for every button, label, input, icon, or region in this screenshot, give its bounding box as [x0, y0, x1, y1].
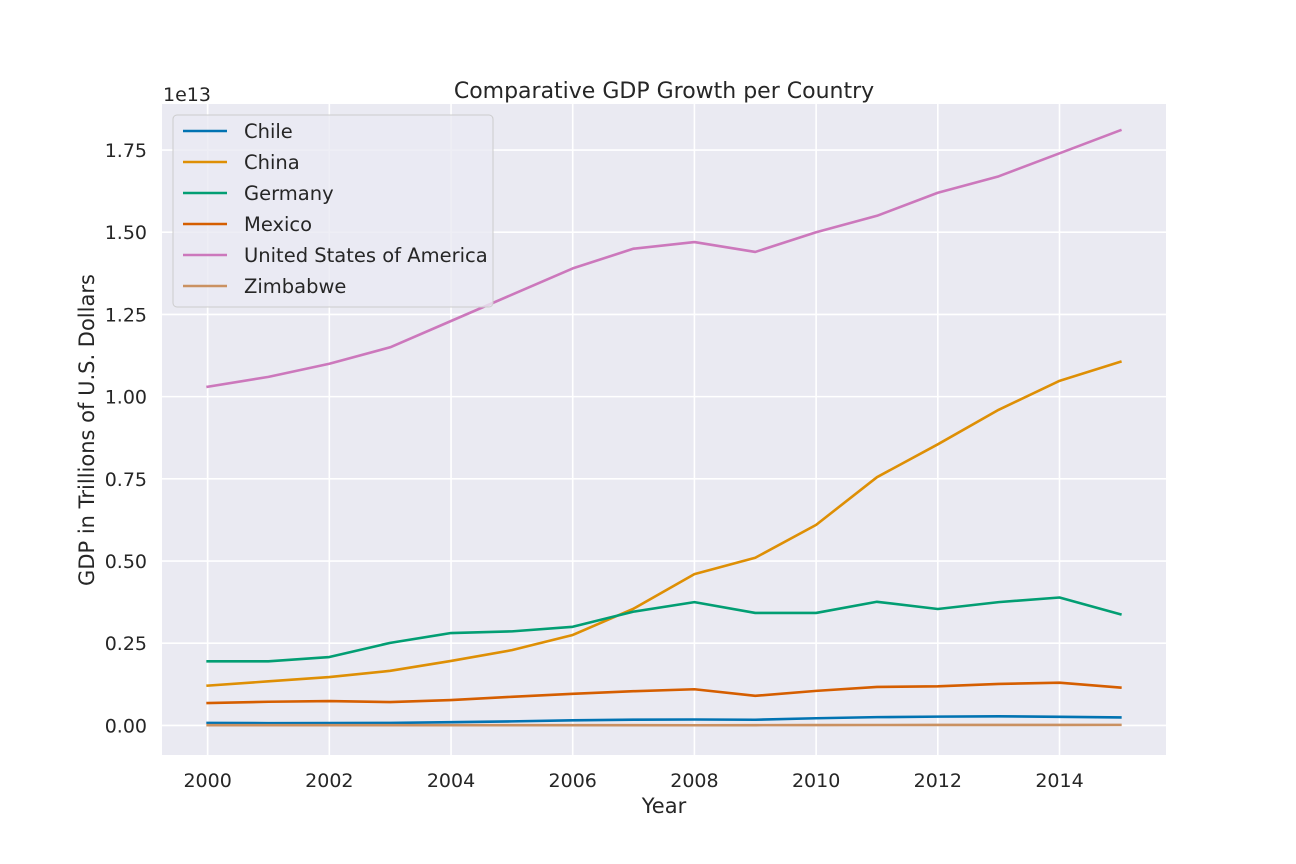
x-tick-label: 2012 — [914, 770, 962, 792]
series-line-mexico — [206, 681, 1122, 705]
legend-box — [172, 114, 494, 308]
x-tick-label: 2014 — [1035, 770, 1083, 792]
x-tick-label: 2002 — [305, 770, 353, 792]
legend-label-zimbabwe: Zimbabwe — [244, 275, 346, 298]
legend-entries: Chile China Germany Mexico United States of … — [183, 120, 488, 298]
y-offset-label: 1e13 — [163, 84, 211, 106]
legend-label-china: China — [244, 151, 300, 174]
y-tick-label: 1.25 — [105, 304, 147, 326]
y-tick-label: 1.75 — [105, 140, 147, 162]
x-axis-label: Year — [641, 794, 687, 818]
y-tick-label: 0.25 — [105, 633, 147, 655]
y-tick-label: 0.75 — [105, 469, 147, 491]
chart-title: Comparative GDP Growth per Country — [454, 79, 874, 104]
series-line-china — [206, 360, 1122, 688]
x-tick-label: 2004 — [427, 770, 475, 792]
y-tick-label: 1.50 — [105, 222, 147, 244]
series-line-chile — [206, 714, 1122, 725]
y-axis-ticks: 0.00 0.25 0.50 0.75 1.00 1.25 1.50 1.75 — [105, 140, 147, 737]
y-tick-label: 1.00 — [105, 387, 147, 409]
series-line-united-states-of-america — [206, 128, 1123, 389]
series-lines — [206, 128, 1123, 727]
x-tick-label: 2006 — [549, 770, 597, 792]
y-tick-label: 0.50 — [105, 551, 147, 573]
x-tick-label: 2010 — [792, 770, 840, 792]
legend-label-mexico: Mexico — [244, 213, 312, 236]
legend-label-united-states-of-america: United States of America — [244, 244, 488, 267]
x-axis-ticks: 2000 2002 2004 2006 2008 2010 2012 2014 — [183, 770, 1083, 792]
series-line-germany — [206, 596, 1122, 663]
legend-label-germany: Germany — [244, 182, 334, 205]
x-tick-label: 2008 — [670, 770, 718, 792]
y-tick-label: 0.00 — [105, 715, 147, 737]
y-axis-label: GDP in Trillions of U.S. Dollars — [75, 274, 99, 586]
legend-label-chile: Chile — [244, 120, 293, 143]
x-tick-label: 2000 — [183, 770, 231, 792]
legend: Chile China Germany Mexico United States of … — [172, 114, 494, 308]
